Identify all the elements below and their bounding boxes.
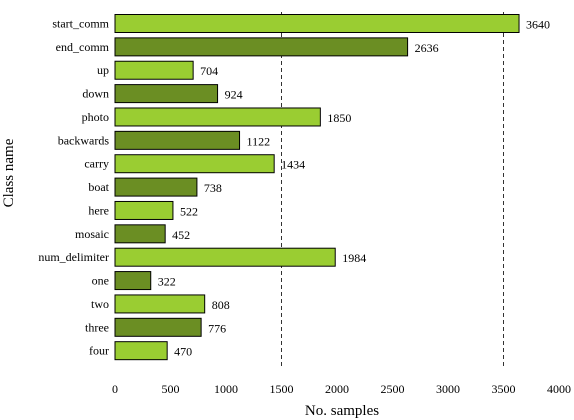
category-label: boat xyxy=(88,180,109,194)
category-label: mosaic xyxy=(75,227,109,241)
x-tick-label: 1500 xyxy=(270,382,294,396)
bar xyxy=(114,294,206,314)
x-tick-label: 3500 xyxy=(492,382,516,396)
bar xyxy=(114,84,219,104)
value-labels: 3640 2636 704 924 1850 1122 1434 738 522 452 1984 3… xyxy=(158,18,550,359)
value-label: 924 xyxy=(225,88,243,102)
category-label: down xyxy=(82,87,109,101)
bar xyxy=(114,247,336,267)
bar xyxy=(114,60,194,80)
bar xyxy=(114,107,321,127)
x-tick-label: 2000 xyxy=(325,382,349,396)
x-tick-label: 500 xyxy=(162,382,180,396)
bar xyxy=(114,177,198,197)
value-label: 3640 xyxy=(526,18,550,32)
category-label: backwards xyxy=(58,133,110,147)
x-tick-label: 0 xyxy=(112,382,118,396)
value-label: 808 xyxy=(212,298,230,312)
category-label: carry xyxy=(84,157,109,171)
bar xyxy=(114,317,202,337)
bar xyxy=(114,224,166,244)
x-axis-ticks: 0 500 1000 1500 2000 2500 3000 3500 4000 xyxy=(112,382,571,396)
category-label: one xyxy=(92,274,109,288)
x-tick-label: 2500 xyxy=(381,382,405,396)
category-label: num_delimiter xyxy=(38,250,109,264)
category-label: end_comm xyxy=(56,40,110,54)
bar xyxy=(114,14,520,33)
y-axis-title: Class name xyxy=(1,138,17,207)
bar xyxy=(114,271,152,291)
value-label: 704 xyxy=(200,64,218,78)
value-label: 1984 xyxy=(342,251,366,265)
value-label: 2636 xyxy=(415,41,439,55)
value-label: 522 xyxy=(180,204,198,218)
x-axis-title: No. samples xyxy=(305,403,379,419)
value-label: 470 xyxy=(174,345,192,359)
x-tick-label: 3000 xyxy=(436,382,460,396)
value-label: 1850 xyxy=(327,111,351,125)
category-label: here xyxy=(88,203,109,217)
x-tick-label: 4000 xyxy=(547,382,571,396)
value-label: 322 xyxy=(158,275,176,289)
bar xyxy=(114,130,241,150)
category-label: three xyxy=(85,320,109,334)
bar xyxy=(114,37,409,57)
category-label: up xyxy=(97,63,109,77)
category-label: two xyxy=(91,297,109,311)
bars xyxy=(114,14,520,361)
bar xyxy=(114,200,174,220)
reference-lines xyxy=(281,12,504,366)
value-label: 1434 xyxy=(281,158,305,172)
bar xyxy=(114,341,168,361)
bar xyxy=(114,154,275,174)
x-tick-label: 1000 xyxy=(214,382,238,396)
value-label: 452 xyxy=(172,228,190,242)
category-label: start_comm xyxy=(52,17,109,31)
category-label: four xyxy=(89,344,109,358)
category-label: photo xyxy=(82,110,109,124)
value-label: 1122 xyxy=(247,134,271,148)
value-label: 776 xyxy=(208,321,226,335)
value-label: 738 xyxy=(204,181,222,195)
